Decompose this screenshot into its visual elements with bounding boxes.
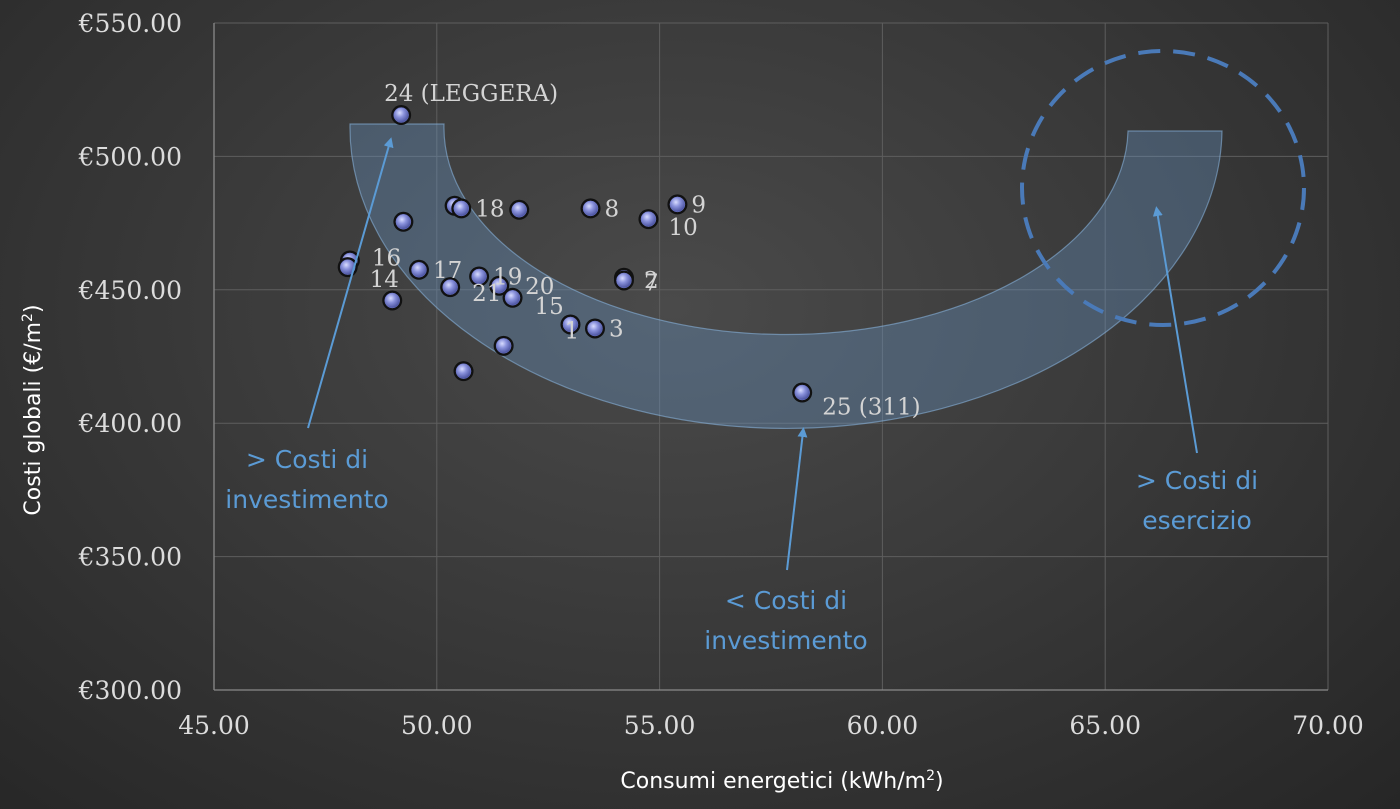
data-point <box>669 196 686 213</box>
point-label: 2 <box>644 268 659 294</box>
y-tick-label: €500.00 <box>78 142 182 171</box>
axes: 45.00 50.00 55.00 60.00 65.00 70.00 €300.00 €35… <box>78 9 1364 740</box>
x-tick-label: 45.00 <box>178 711 250 740</box>
data-point <box>411 262 427 278</box>
data-point <box>442 279 458 295</box>
data-point <box>582 200 599 217</box>
y-tick-label: €300.00 <box>78 676 182 705</box>
data-point <box>587 320 603 337</box>
data-point <box>395 214 412 230</box>
annotation-arrow <box>307 137 394 429</box>
annotation-arrows <box>307 137 1198 571</box>
x-tick-label: 65.00 <box>1069 711 1141 740</box>
annotation-arrow <box>1152 206 1198 454</box>
operating-cost-circle <box>1020 49 1306 327</box>
cost-optimal-band <box>349 123 1223 430</box>
annotation-low-investment: < Costi di investimento <box>704 586 867 655</box>
data-point <box>471 268 487 285</box>
annotation-high-investment: > Costi di investimento <box>225 445 388 514</box>
data-point <box>640 211 657 227</box>
annotation-high-operating: > Costi di esercizio <box>1136 466 1258 535</box>
data-point <box>504 290 521 306</box>
data-point <box>491 278 507 294</box>
point-label: 8 <box>605 196 620 222</box>
point-label: 9 <box>691 192 706 218</box>
point-label: 10 <box>668 215 697 241</box>
y-tick-label: €450.00 <box>78 276 182 305</box>
point-label: 17 <box>433 258 462 284</box>
point-label: 16 <box>372 245 401 271</box>
point-label: 1 <box>564 318 579 344</box>
data-point <box>562 316 579 333</box>
x-tick-label: 70.00 <box>1292 711 1364 740</box>
point-label: 20 <box>525 274 554 300</box>
point-label: 18 <box>475 196 504 222</box>
point-label: 19 <box>493 264 522 290</box>
x-axis-title: Consumi energetici (kWh/m2) <box>620 768 943 794</box>
x-tick-label: 55.00 <box>624 711 696 740</box>
y-tick-label: €400.00 <box>78 409 182 438</box>
y-tick-label: €550.00 <box>78 9 182 38</box>
data-point <box>453 200 470 217</box>
data-point <box>495 338 512 354</box>
data-point <box>393 107 409 123</box>
point-label: 21 <box>472 281 501 307</box>
x-tick-label: 60.00 <box>847 711 919 740</box>
data-point <box>616 272 632 289</box>
annotation-arrow <box>786 427 808 571</box>
data-point <box>384 292 400 309</box>
data-point <box>511 202 527 218</box>
data-point <box>794 384 810 401</box>
point-label: 14 <box>370 267 399 293</box>
point-label: 7 <box>644 270 659 296</box>
x-tick-label: 50.00 <box>401 711 473 740</box>
point-label: 24 (LEGGERA) <box>384 81 558 107</box>
data-point <box>339 259 356 275</box>
point-label: 25 (311) <box>822 395 920 421</box>
data-point <box>455 363 472 379</box>
point-label: 15 <box>535 294 564 320</box>
point-label: 3 <box>609 316 624 342</box>
y-tick-label: €350.00 <box>78 543 182 572</box>
y-axis-title: Costi globali (€/m2) <box>20 304 46 515</box>
